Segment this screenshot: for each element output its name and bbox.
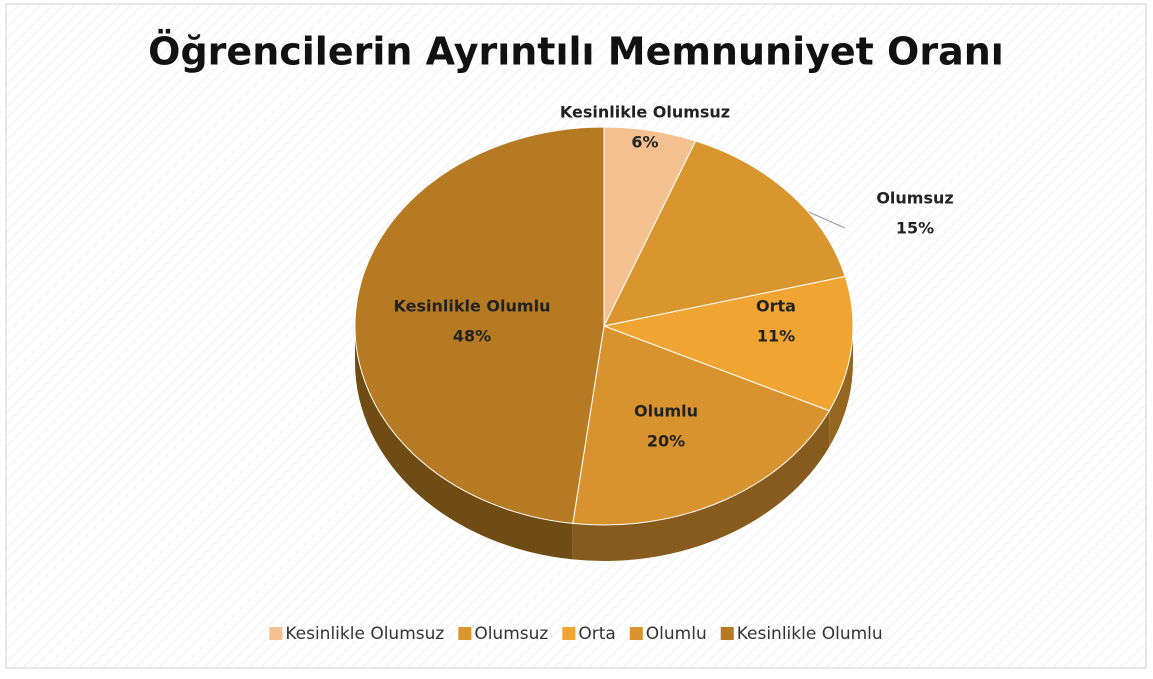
slice-label: Kesinlikle Olumlu — [394, 297, 551, 316]
pie-slice — [602, 275, 854, 412]
pie-slice — [603, 140, 846, 327]
legend-label: Olumlu — [646, 624, 707, 644]
pie-side — [829, 326, 853, 447]
pie-side — [355, 326, 573, 560]
legend-swatch — [562, 627, 576, 640]
legend-swatch — [720, 627, 734, 640]
slice-value-label: 6% — [631, 133, 658, 152]
pie-slice — [572, 325, 831, 526]
legend-label: Kesinlikle Olumsuz — [285, 624, 444, 644]
legend-swatch — [458, 627, 472, 640]
slice-label: Kesinlikle Olumsuz — [560, 103, 730, 122]
chart-title: Öğrencilerin Ayrıntılı Memnuniyet Oranı — [148, 30, 1004, 74]
slice-value-label: 20% — [647, 432, 685, 451]
labels: Kesinlikle Olumsuz 6% Olumsuz 15% Orta 11% Olu… — [394, 103, 954, 451]
legend-label: Kesinlikle Olumlu — [737, 624, 883, 644]
slice-value-label: 11% — [757, 327, 795, 346]
legend-label: Orta — [578, 624, 615, 644]
pie — [354, 126, 854, 561]
pie-slice — [354, 126, 605, 524]
legend-swatch — [629, 627, 643, 640]
legend-label: Olumsuz — [474, 624, 548, 644]
slice-label: Olumlu — [634, 402, 698, 421]
legend: Kesinlikle Olumsuz Olumsuz Orta Olumlu Kesin… — [269, 624, 883, 644]
slice-label: Orta — [756, 297, 796, 316]
slice-value-label: 48% — [453, 327, 491, 346]
slice-value-label: 15% — [896, 219, 934, 238]
slice-label: Olumsuz — [876, 189, 953, 208]
legend-swatch — [269, 627, 283, 640]
